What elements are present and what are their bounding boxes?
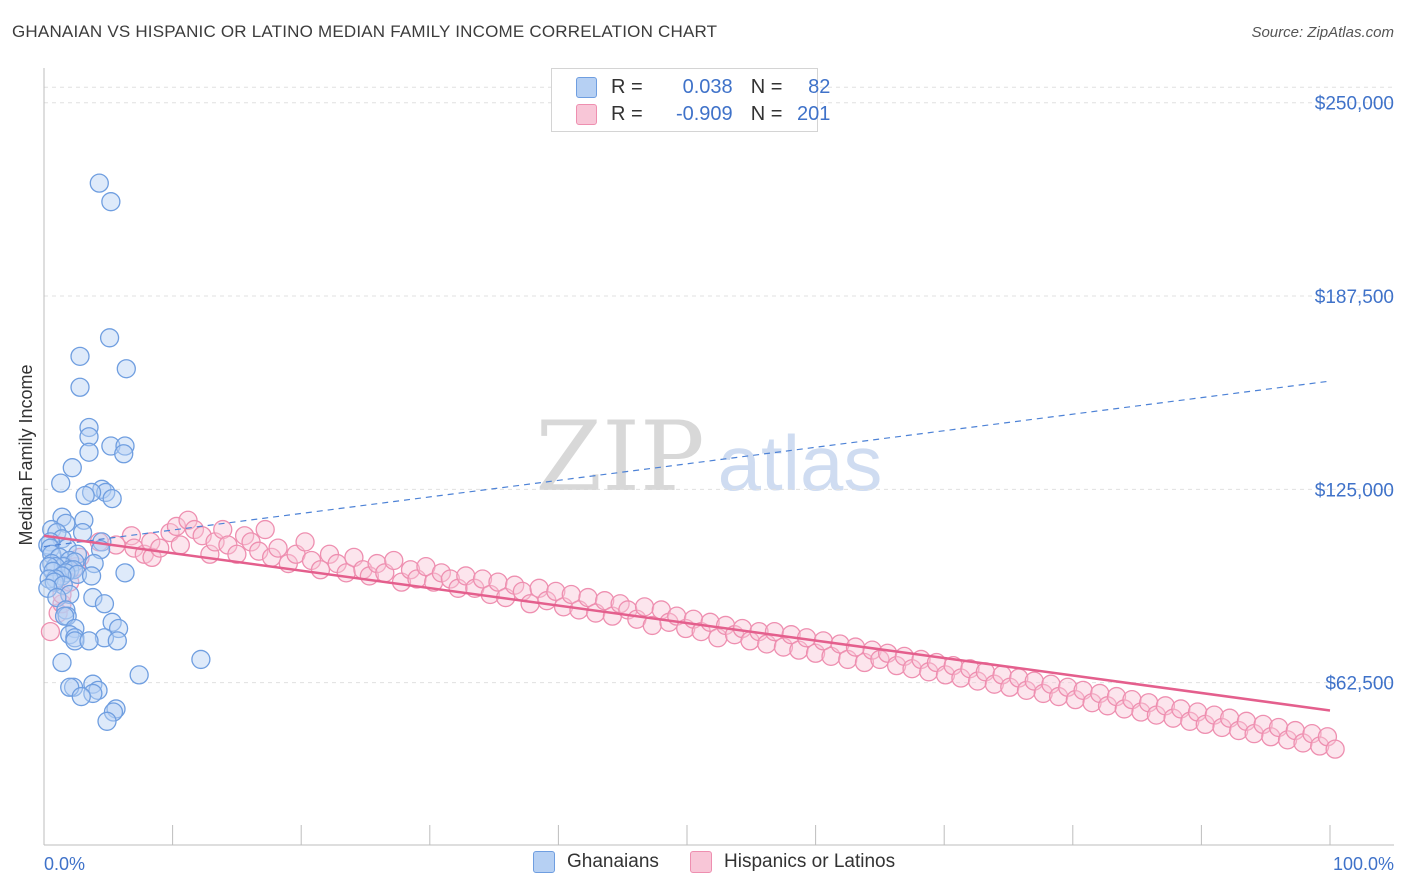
point-ghanaian-1 [101,192,121,212]
point-hispanic-76 [634,597,655,617]
chart-title: GHANAIAN VS HISPANIC OR LATINO MEDIAN FA… [12,22,718,41]
point-ghanaian-61 [54,606,75,626]
point-ghanaian-69 [79,631,99,651]
point-hispanic-29 [255,519,275,540]
bottom-legend-ghanaians: Ghanaians [533,851,659,873]
trend-line-hispanics [43,534,1331,712]
legend-r-value: 0.038 [682,75,733,98]
point-ghanaian-77 [88,680,108,701]
point-hispanic-67 [561,584,581,605]
legend-n-value: 82 [808,75,831,98]
series-ghanaians [38,173,211,731]
bottom-legend-label-hispanics: Hispanics or Latinos [724,851,896,872]
point-ghanaian-57 [83,587,103,608]
legend-r-label: R = [611,75,643,98]
point-ghanaian-82 [97,711,117,731]
watermark-atlas: atlas [718,419,883,507]
point-ghanaian-13 [51,473,71,493]
y-tick-labels: $62,500 $125,000 $187,500 $250,000 [1315,94,1394,695]
y-tick-label-3: $250,000 [1315,94,1394,115]
legend-n-value: 201 [797,102,831,125]
point-ghanaian-71 [191,649,211,670]
point-hispanic-0 [40,621,61,642]
point-ghanaian-68 [65,631,85,651]
point-ghanaian-3 [70,346,90,366]
legend-n-label: N = [750,75,783,98]
point-ghanaian-10 [114,444,134,464]
legend-r-value: -0.909 [675,102,733,125]
point-ghanaian-12 [62,458,82,478]
point-ghanaian-46 [67,564,88,585]
point-hispanic-94 [781,625,801,645]
legend-swatch-hispanics [576,103,597,125]
legend-n-label: N = [750,102,783,125]
point-hispanic-17 [170,535,190,555]
x-tick-label-0: 0.0% [44,854,85,874]
point-ghanaian-9 [115,436,135,456]
point-hispanic-69 [578,587,598,608]
legend-swatch-ghanaians [576,76,597,98]
point-ghanaian-0 [89,173,109,193]
trend-line-ghanaians [43,380,1331,548]
point-hispanic-25 [227,544,247,564]
point-hispanic-14 [150,538,170,558]
point-ghanaian-18 [102,488,122,509]
y-tick-label-0: $62,500 [1325,674,1394,695]
legend-row-ghanaians: R = 0.038 N = 82 [576,75,830,99]
point-ghanaian-79 [71,686,91,707]
series-hispanics [40,510,1345,759]
point-ghanaian-11 [79,442,99,462]
point-ghanaian-4 [116,359,136,379]
point-ghanaian-73 [129,665,149,685]
point-hispanic-58 [488,572,508,592]
point-ghanaian-49 [115,563,135,583]
point-hispanic-45 [384,550,404,571]
point-hispanic-31 [268,538,288,558]
point-hispanic-60 [505,575,525,595]
y-axis-label: Median Family Income [16,364,36,545]
point-ghanaian-58 [94,594,115,614]
bottom-legend-label-ghanaians: Ghanaians [567,851,659,872]
legend-row-hispanics: R = -0.909 N = 201 [576,102,830,126]
point-hispanic-77 [642,615,662,636]
point-hispanic-56 [472,569,493,589]
point-hispanic-23 [213,519,233,540]
point-ghanaian-2 [99,328,120,348]
point-ghanaian-7 [79,427,99,447]
point-hispanic-65 [546,581,566,602]
point-ghanaian-37 [84,553,104,574]
y-tick-label-1: $125,000 [1315,480,1394,501]
point-ghanaian-59 [56,600,76,620]
point-ghanaian-70 [107,631,127,651]
point-ghanaian-48 [81,566,102,586]
point-ghanaian-72 [52,652,72,673]
axes [43,68,1394,846]
point-hispanic-19 [184,519,205,540]
point-ghanaian-65 [60,625,80,645]
point-hispanic-161 [1325,739,1345,759]
trend-lines [43,380,1331,712]
source-label: Source: ZipAtlas.com [1251,24,1394,41]
gridlines [44,86,1394,684]
bottom-legend-hispanics: Hispanics or Latinos [690,851,895,873]
point-hispanic-71 [595,591,615,611]
y-tick-label-2: $187,500 [1315,287,1394,308]
point-ghanaian-17 [75,485,95,506]
point-ghanaian-78 [83,683,103,704]
correlation-legend: R = 0.038 N = 82 R = -0.909 N = 201 [551,68,830,132]
point-hispanic-34 [295,532,315,552]
legend-r-label: R = [611,102,643,125]
x-tick-label-1: 100.0% [1333,854,1394,874]
bottom-legend-swatch-ghanaians [533,851,555,873]
point-ghanaian-5 [70,377,90,397]
bottom-legend-swatch-hispanics [690,851,712,873]
watermark-zip: ZIP [535,401,704,513]
